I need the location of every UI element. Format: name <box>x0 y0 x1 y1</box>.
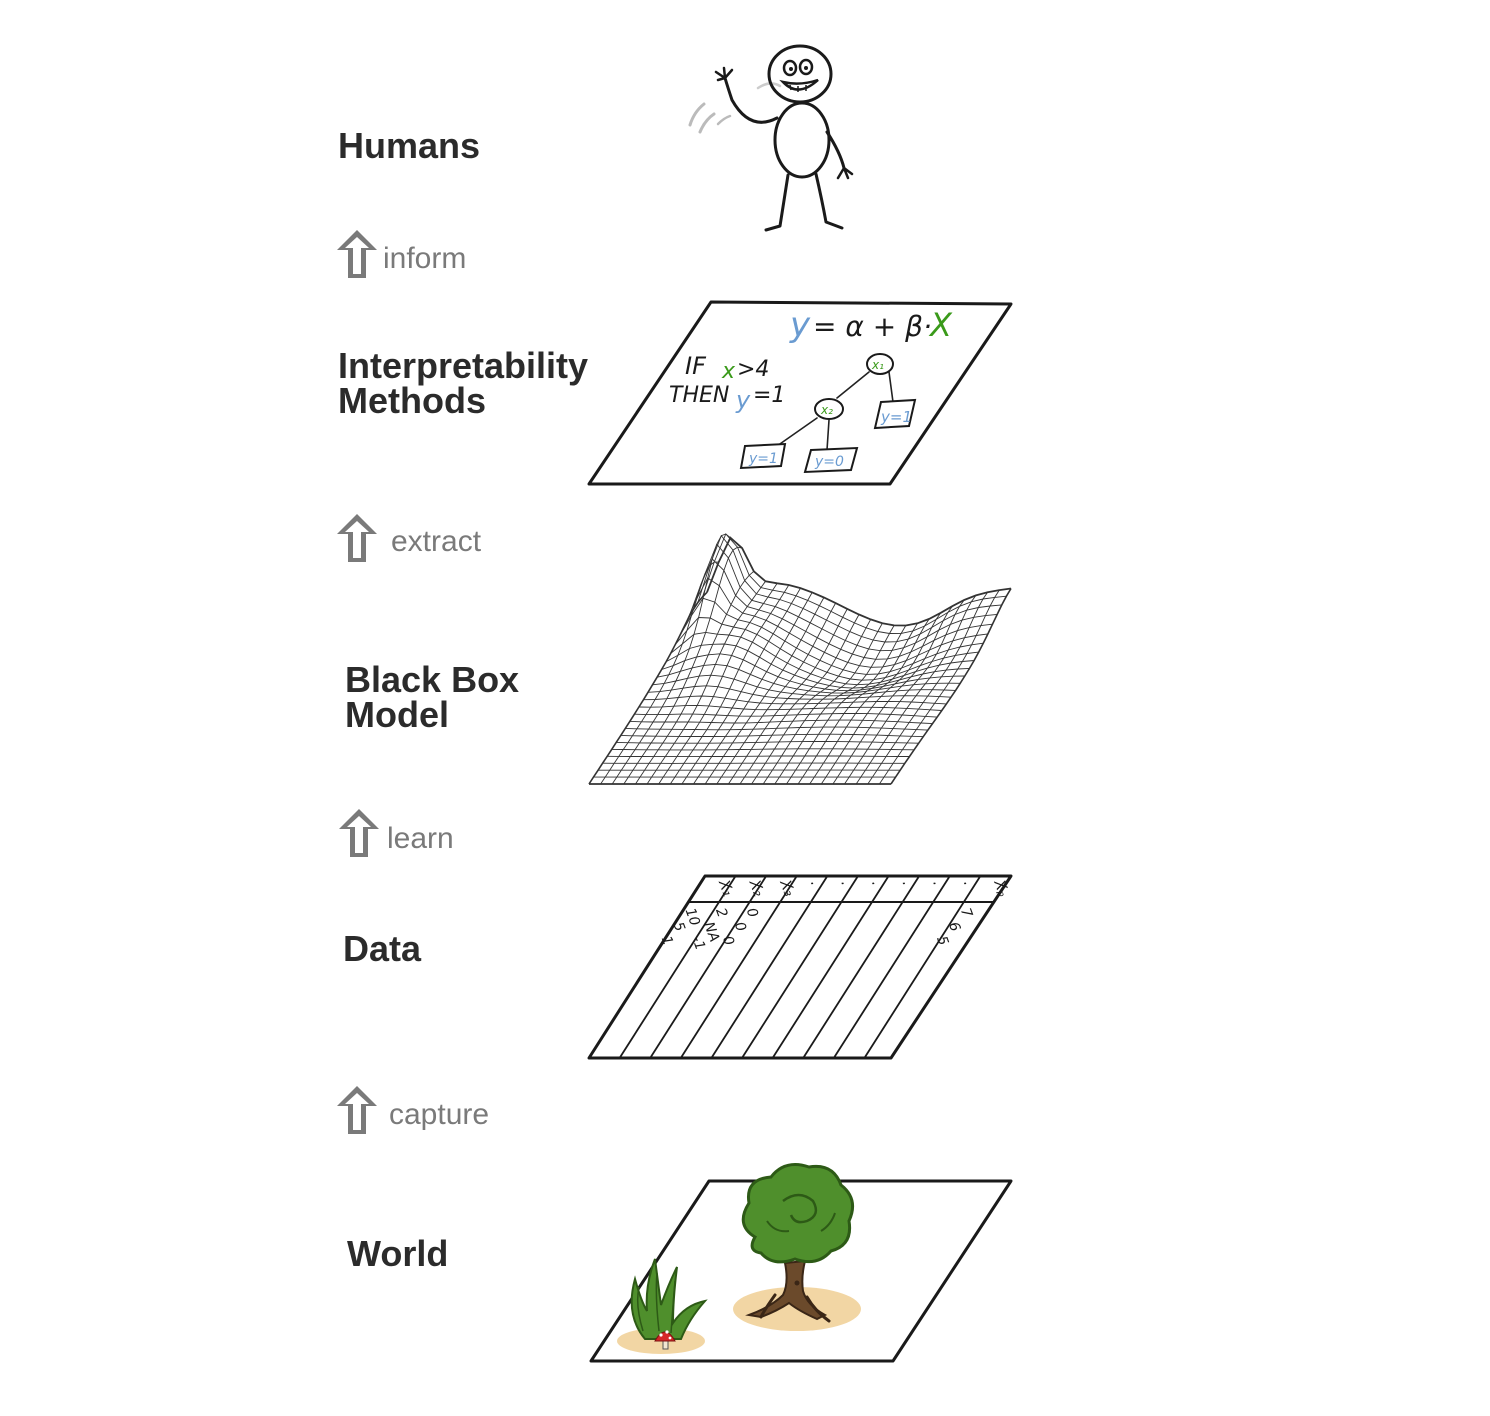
surface-mesh-line <box>616 741 919 744</box>
world-panel <box>589 1163 1013 1363</box>
data-column-line <box>771 875 890 1059</box>
surface-mesh-line <box>611 748 915 751</box>
surface-mesh-line <box>625 726 928 731</box>
interpretability-methods-panel: y = α + β· X IF x >4 THEN y =1 x₁ x₂ y=1… <box>587 300 1013 486</box>
verb-learn: learn <box>387 822 454 855</box>
surface-mesh-line <box>657 663 961 694</box>
surface-mesh-line <box>702 533 1007 634</box>
label-black-box-model: Black Box Model <box>345 659 520 735</box>
surface-mesh-line <box>688 558 993 660</box>
data-cell: 10 <box>682 906 703 928</box>
surface-mesh-line <box>774 625 895 785</box>
label-interpretability-methods: Interpretability Methods <box>338 345 589 421</box>
surface-mesh-line <box>665 643 970 689</box>
label-world: World <box>347 1233 449 1274</box>
data-column-line <box>680 875 798 1059</box>
rule-y: y <box>735 386 751 414</box>
plant-icon <box>630 1258 708 1340</box>
data-header-cell: . <box>899 877 918 888</box>
surface-mesh-line <box>634 713 938 718</box>
verb-extract: extract <box>391 525 482 558</box>
data-header-cell: X₁ <box>715 876 738 898</box>
surface-mesh-line <box>674 617 979 681</box>
surface-mesh-line <box>751 619 872 785</box>
data-header-cell: X₃ <box>776 876 799 898</box>
surface-mesh-line <box>620 733 924 738</box>
data-column-line <box>649 875 767 1059</box>
label-data: Data <box>343 928 422 969</box>
data-header-cell: Xₚ <box>990 876 1013 899</box>
data-cell: NA <box>700 920 722 944</box>
surface-mesh-line <box>652 674 956 697</box>
label-humans: Humans <box>338 125 481 166</box>
formula-x: X <box>928 306 953 344</box>
rule-then: THEN <box>669 383 729 408</box>
data-header-cell: . <box>868 877 887 888</box>
tree-icon <box>741 1163 855 1323</box>
up-arrow-icon <box>337 230 377 278</box>
rule-x: x <box>721 359 736 384</box>
surface-mesh-line <box>643 695 947 705</box>
tree-leaf-1: y=1 <box>880 408 912 426</box>
surface-mesh-line <box>692 543 998 652</box>
surface-mesh-line <box>706 536 1012 627</box>
surface-mesh-line <box>679 597 984 675</box>
up-arrow-icon <box>337 514 377 562</box>
rule-out: =1 <box>753 383 785 408</box>
verb-inform: inform <box>383 242 467 275</box>
surface-mesh-line <box>647 685 952 700</box>
data-column-line <box>833 875 951 1059</box>
data-column-line <box>618 875 737 1059</box>
rule-if: IF <box>685 352 707 380</box>
verb-capture: capture <box>389 1098 490 1131</box>
formula-y: y <box>789 305 811 345</box>
tree-node-a: x₁ <box>871 358 884 372</box>
data-column-line <box>710 875 829 1059</box>
surface-mesh-line <box>890 588 1012 785</box>
surface-mesh-line <box>786 625 907 785</box>
surface-mesh-line <box>661 653 965 692</box>
surface-mesh-line <box>629 719 933 725</box>
data-header-cell: . <box>837 877 856 888</box>
data-header-cell: . <box>929 877 948 888</box>
data-header-cell: . <box>960 877 979 888</box>
mushroom-icon <box>654 1330 676 1350</box>
data-cell: -1 <box>688 934 708 953</box>
surface-mesh-line <box>607 755 910 758</box>
up-arrow-icon <box>339 809 379 857</box>
formula-mid: = α + β· <box>813 310 932 343</box>
rule-cond: >4 <box>737 357 769 382</box>
data-column-line <box>741 875 859 1059</box>
data-header-cell: . <box>807 877 826 888</box>
data-column-line <box>802 875 920 1059</box>
data-column-line <box>863 875 982 1059</box>
up-arrow-icon <box>337 1086 377 1134</box>
surface-mesh-line <box>697 534 1002 643</box>
black-box-model-surface <box>588 533 1012 785</box>
human-figure-icon <box>688 44 854 232</box>
tree-leaf-2: y=1 <box>748 451 778 467</box>
surface-mesh-line <box>638 704 942 711</box>
surface-mesh-line <box>683 577 988 668</box>
tree-node-b: x₂ <box>820 403 833 417</box>
tree-leaf-3: y=0 <box>814 454 844 470</box>
surface-mesh-line <box>670 631 975 686</box>
data-header-cell: X₂ <box>745 876 768 898</box>
